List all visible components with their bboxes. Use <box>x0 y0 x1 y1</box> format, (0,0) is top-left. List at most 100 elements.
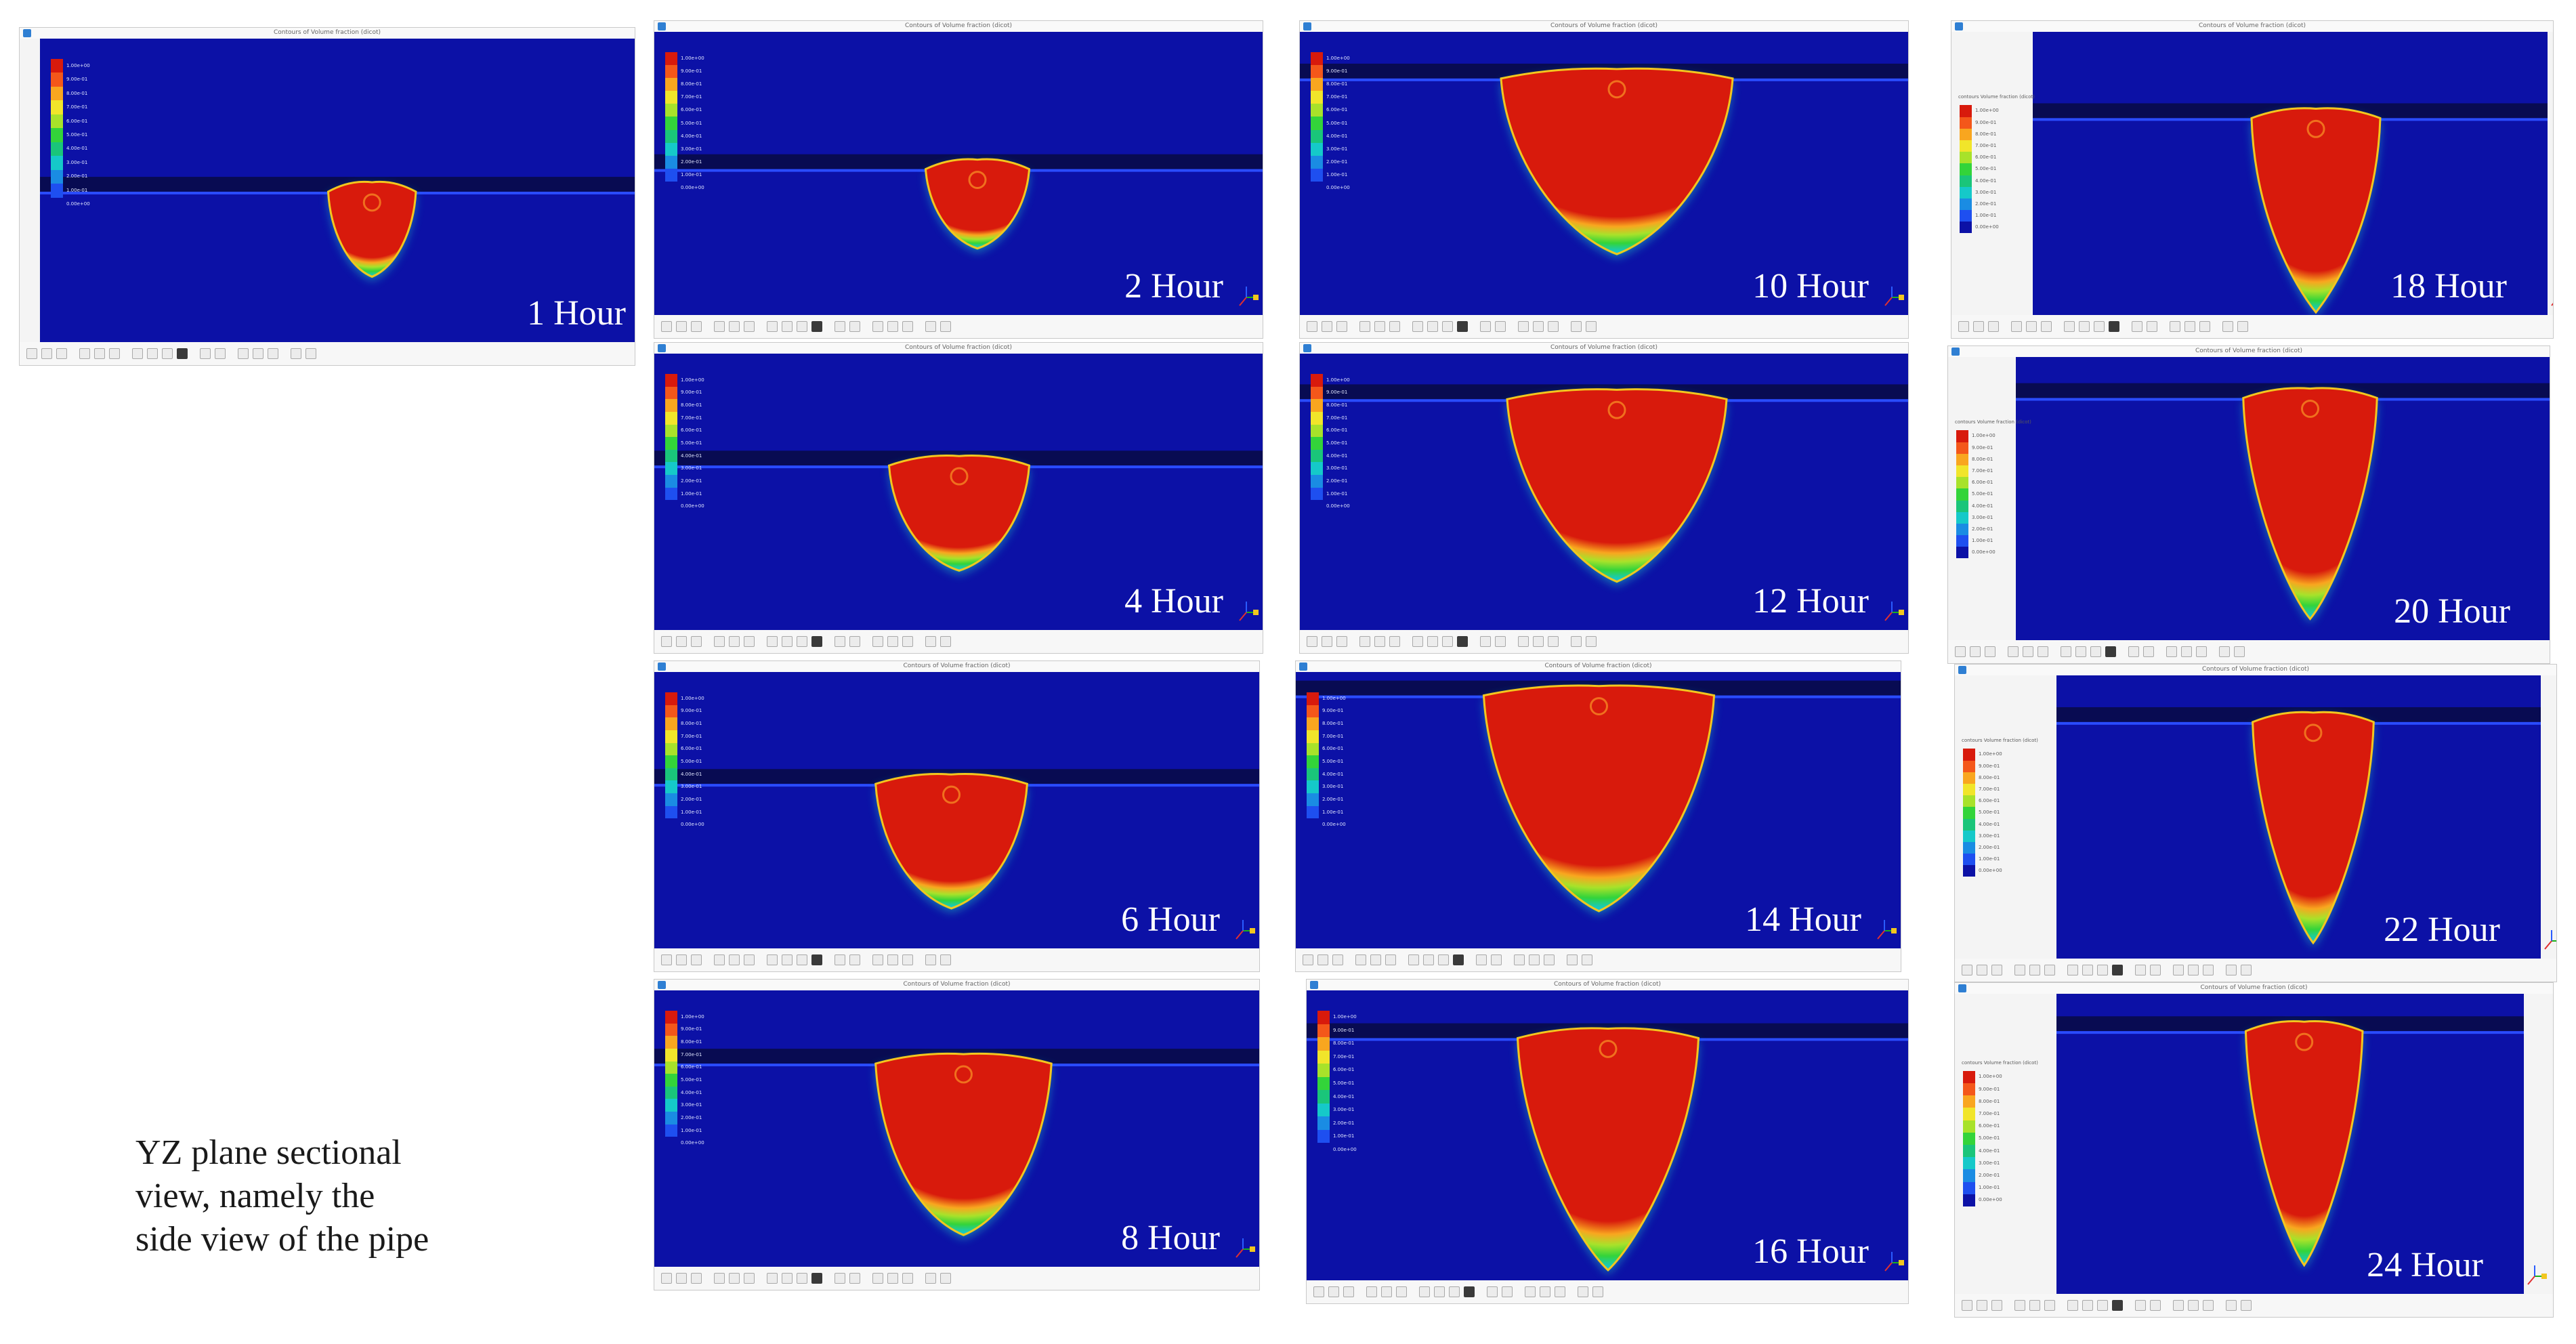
zoom-out-icon[interactable] <box>2082 1300 2093 1311</box>
fit-icon[interactable] <box>94 348 105 359</box>
zoom-out-icon[interactable] <box>2079 321 2090 332</box>
graphics-viewport[interactable] <box>2016 357 2550 640</box>
frame-icon[interactable] <box>1548 636 1559 647</box>
ruler-icon[interactable] <box>2181 646 2192 657</box>
measure-icon[interactable] <box>797 636 807 647</box>
camera-icon[interactable] <box>2147 321 2157 332</box>
probe-icon[interactable] <box>2044 1300 2055 1311</box>
render-icon[interactable] <box>872 321 883 332</box>
graphics-viewport[interactable] <box>1296 672 1901 948</box>
rotate-icon[interactable] <box>1322 321 1332 332</box>
select-icon[interactable] <box>1962 1300 1972 1311</box>
zoom-in-icon[interactable] <box>767 954 778 965</box>
zoom-icon[interactable] <box>2014 1300 2025 1311</box>
frame-icon[interactable] <box>1544 954 1555 965</box>
zoom-out-icon[interactable] <box>1427 321 1438 332</box>
ruler-icon[interactable] <box>2188 965 2199 975</box>
fit-icon[interactable] <box>729 321 740 332</box>
zoom-in-icon[interactable] <box>1412 636 1423 647</box>
zoom-icon[interactable] <box>714 636 725 647</box>
view-icon[interactable] <box>1457 636 1468 647</box>
view-icon[interactable] <box>1464 1286 1475 1297</box>
pan-icon[interactable] <box>1336 321 1347 332</box>
window-icon[interactable] <box>2241 965 2252 975</box>
camera-icon[interactable] <box>2150 1300 2161 1311</box>
measure-icon[interactable] <box>162 348 173 359</box>
ruler-icon[interactable] <box>887 954 898 965</box>
render-icon[interactable] <box>872 1273 883 1284</box>
measure-icon[interactable] <box>2097 965 2108 975</box>
zoom-in-icon[interactable] <box>2064 321 2075 332</box>
measure-icon[interactable] <box>1438 954 1449 965</box>
chart-icon[interactable] <box>925 636 936 647</box>
ruler-icon[interactable] <box>887 636 898 647</box>
probe-icon[interactable] <box>1385 954 1396 965</box>
rotate-icon[interactable] <box>1970 646 1981 657</box>
render-icon[interactable] <box>2173 965 2184 975</box>
window-icon[interactable] <box>1586 321 1597 332</box>
ruler-icon[interactable] <box>1533 636 1544 647</box>
render-icon[interactable] <box>1525 1286 1536 1297</box>
zoom-out-icon[interactable] <box>1427 636 1438 647</box>
view-icon[interactable] <box>2109 321 2119 332</box>
light-icon[interactable] <box>200 348 211 359</box>
select-icon[interactable] <box>1313 1286 1324 1297</box>
chart-icon[interactable] <box>1571 636 1582 647</box>
camera-icon[interactable] <box>1495 636 1506 647</box>
fit-icon[interactable] <box>729 1273 740 1284</box>
camera-icon[interactable] <box>215 348 226 359</box>
rotate-icon[interactable] <box>41 348 52 359</box>
light-icon[interactable] <box>2132 321 2142 332</box>
fit-icon[interactable] <box>2023 646 2033 657</box>
rotate-icon[interactable] <box>1317 954 1328 965</box>
rotate-icon[interactable] <box>676 321 687 332</box>
view-icon[interactable] <box>2112 1300 2123 1311</box>
select-icon[interactable] <box>661 321 672 332</box>
rotate-icon[interactable] <box>676 954 687 965</box>
graphics-viewport[interactable] <box>1300 354 1908 630</box>
graphics-viewport[interactable] <box>1307 990 1908 1280</box>
rotate-icon[interactable] <box>1977 1300 1987 1311</box>
chart-icon[interactable] <box>2226 1300 2237 1311</box>
window-icon[interactable] <box>2241 1300 2252 1311</box>
camera-icon[interactable] <box>1502 1286 1513 1297</box>
render-icon[interactable] <box>238 348 249 359</box>
zoom-out-icon[interactable] <box>1423 954 1434 965</box>
probe-icon[interactable] <box>744 636 755 647</box>
light-icon[interactable] <box>1480 636 1491 647</box>
probe-icon[interactable] <box>109 348 120 359</box>
zoom-out-icon[interactable] <box>782 1273 793 1284</box>
pan-icon[interactable] <box>1336 636 1347 647</box>
probe-icon[interactable] <box>744 954 755 965</box>
rotate-icon[interactable] <box>1322 636 1332 647</box>
ruler-icon[interactable] <box>1533 321 1544 332</box>
select-icon[interactable] <box>1303 954 1313 965</box>
zoom-in-icon[interactable] <box>1408 954 1419 965</box>
pan-icon[interactable] <box>56 348 67 359</box>
view-icon[interactable] <box>2105 646 2116 657</box>
select-icon[interactable] <box>661 954 672 965</box>
graphics-viewport[interactable] <box>40 39 635 342</box>
window-icon[interactable] <box>940 1273 951 1284</box>
probe-icon[interactable] <box>2044 965 2055 975</box>
pan-icon[interactable] <box>691 1273 702 1284</box>
select-icon[interactable] <box>661 636 672 647</box>
zoom-icon[interactable] <box>1366 1286 1377 1297</box>
ruler-icon[interactable] <box>887 1273 898 1284</box>
fit-icon[interactable] <box>2026 321 2037 332</box>
frame-icon[interactable] <box>2199 321 2210 332</box>
view-icon[interactable] <box>1457 321 1468 332</box>
select-icon[interactable] <box>1307 636 1317 647</box>
graphics-viewport[interactable] <box>654 672 1259 948</box>
fit-icon[interactable] <box>2029 965 2040 975</box>
measure-icon[interactable] <box>1449 1286 1460 1297</box>
zoom-in-icon[interactable] <box>767 636 778 647</box>
zoom-in-icon[interactable] <box>2067 1300 2078 1311</box>
zoom-out-icon[interactable] <box>2082 965 2093 975</box>
render-icon[interactable] <box>1514 954 1525 965</box>
zoom-icon[interactable] <box>1355 954 1366 965</box>
probe-icon[interactable] <box>1396 1286 1407 1297</box>
zoom-in-icon[interactable] <box>767 321 778 332</box>
pan-icon[interactable] <box>691 954 702 965</box>
camera-icon[interactable] <box>849 321 860 332</box>
